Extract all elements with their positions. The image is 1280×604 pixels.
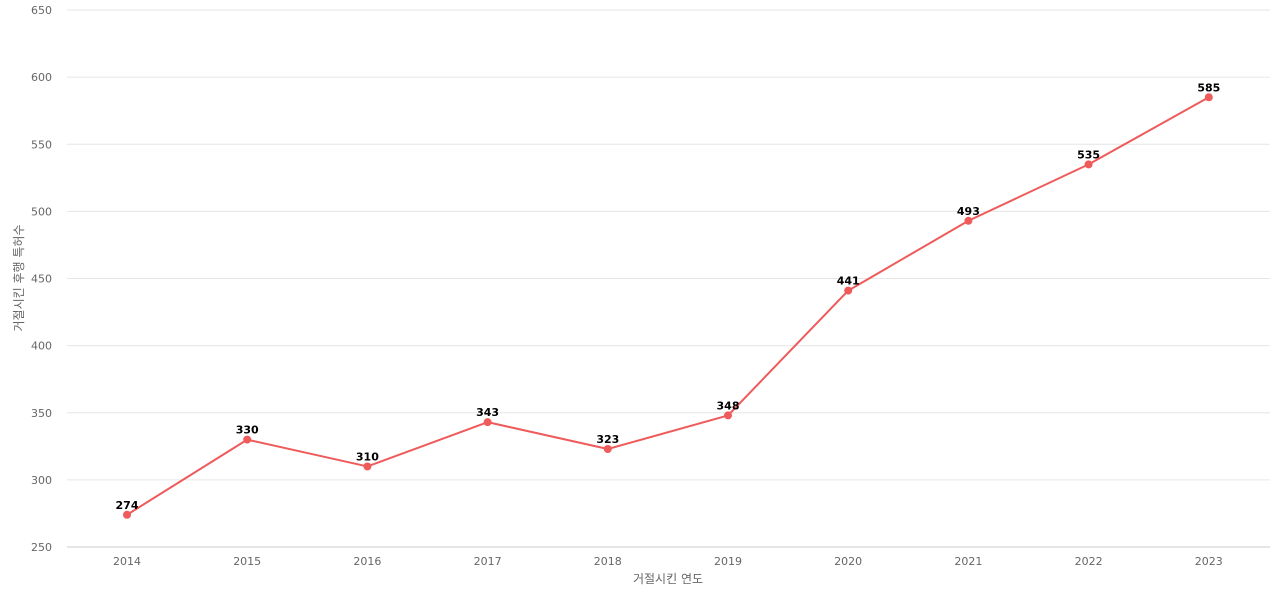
x-tick-label: 2021	[954, 555, 982, 568]
x-tick-label: 2023	[1195, 555, 1223, 568]
data-point[interactable]	[483, 418, 492, 427]
data-point[interactable]	[844, 286, 853, 295]
data-point[interactable]	[724, 411, 732, 420]
data-point[interactable]	[123, 510, 131, 519]
x-tick-label: 2020	[834, 555, 862, 568]
y-axis-title: 거절시킨 후행 특허수	[11, 225, 26, 332]
y-tick-label: 350	[31, 407, 52, 420]
x-tick-label: 2015	[233, 555, 261, 568]
data-point[interactable]	[964, 216, 973, 225]
series-layer	[123, 93, 1213, 519]
data-point[interactable]	[1204, 93, 1213, 102]
y-tick-label: 400	[31, 340, 52, 353]
data-point[interactable]	[243, 435, 252, 444]
x-tick-label: 2018	[594, 555, 622, 568]
data-label: 493	[957, 205, 980, 218]
x-tick-label: 2014	[113, 555, 141, 568]
data-label: 310	[356, 450, 379, 463]
data-label: 343	[476, 406, 499, 419]
x-axis-ticks: 2014 2015 2016 2017 2018 2019 2020 2021 2022 2023	[113, 555, 1223, 568]
y-tick-label: 550	[31, 138, 52, 151]
y-tick-label: 450	[31, 273, 52, 286]
data-label: 441	[837, 275, 860, 288]
series-line	[126, 96, 1210, 516]
y-tick-label: 600	[31, 71, 52, 84]
data-label: 274	[116, 499, 139, 512]
y-axis-ticks: 250 300 350 400 450 500 550 600 650	[31, 4, 52, 554]
data-label: 323	[596, 433, 619, 446]
data-point[interactable]	[1084, 160, 1093, 169]
data-label: 585	[1197, 81, 1220, 94]
data-label: 535	[1077, 148, 1100, 161]
data-labels: 274 330 310 343 323 348 441 493 535 585	[116, 81, 1221, 512]
x-tick-label: 2022	[1075, 555, 1103, 568]
grid-layer	[67, 9, 1270, 548]
data-label: 348	[717, 399, 740, 412]
y-tick-label: 300	[31, 474, 52, 487]
y-tick-label: 650	[31, 4, 52, 17]
data-point[interactable]	[603, 444, 612, 453]
y-tick-label: 500	[31, 205, 52, 218]
x-tick-label: 2016	[353, 555, 381, 568]
x-axis-title: 거절시킨 연도	[633, 572, 703, 586]
x-tick-label: 2017	[474, 555, 502, 568]
x-tick-label: 2019	[714, 555, 742, 568]
y-tick-label: 250	[31, 541, 52, 554]
data-label: 330	[236, 424, 259, 437]
data-point[interactable]	[363, 462, 372, 471]
